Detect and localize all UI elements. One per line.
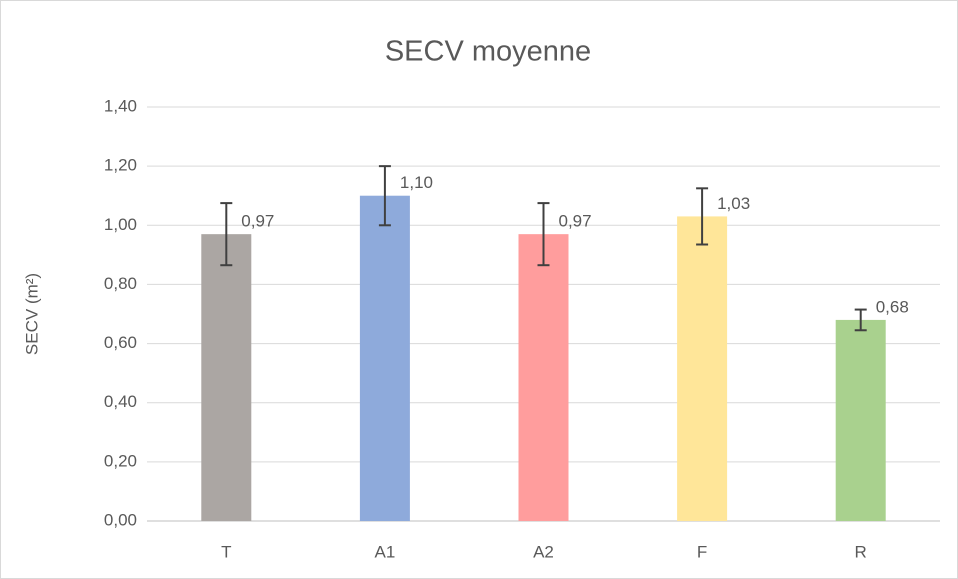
chart-title: SECV moyenne [385, 36, 591, 68]
data-label: 1,03 [717, 194, 750, 213]
bar [518, 234, 569, 521]
y-tick-label: 0,40 [104, 392, 137, 411]
error-bar [537, 202, 550, 267]
x-tick-label: A2 [533, 542, 554, 561]
x-tick-label: T [221, 542, 231, 561]
x-tick-label: R [855, 542, 867, 561]
y-tick-label: 1,40 [104, 96, 137, 115]
bar [201, 234, 252, 521]
error-bar [220, 202, 233, 267]
data-label: 0,68 [876, 297, 909, 316]
y-tick-label: 0,00 [104, 510, 137, 529]
y-tick-label: 0,60 [104, 333, 137, 352]
y-tick-label: 1,20 [104, 156, 137, 175]
bar [677, 216, 728, 521]
y-tick-label: 1,00 [104, 215, 137, 234]
y-tick-label: 0,20 [104, 451, 137, 470]
data-label: 0,97 [559, 212, 592, 231]
y-axis-label: SECV (m²) [22, 273, 41, 355]
error-bar [854, 308, 867, 332]
data-label: 0,97 [241, 212, 274, 231]
bar [835, 319, 886, 521]
error-bar [696, 187, 709, 246]
x-tick-label: F [697, 542, 707, 561]
x-tick-label: A1 [375, 542, 396, 561]
error-bar [378, 165, 391, 227]
bar [359, 195, 410, 521]
y-tick-label: 0,80 [104, 274, 137, 293]
data-label: 1,10 [400, 173, 433, 192]
